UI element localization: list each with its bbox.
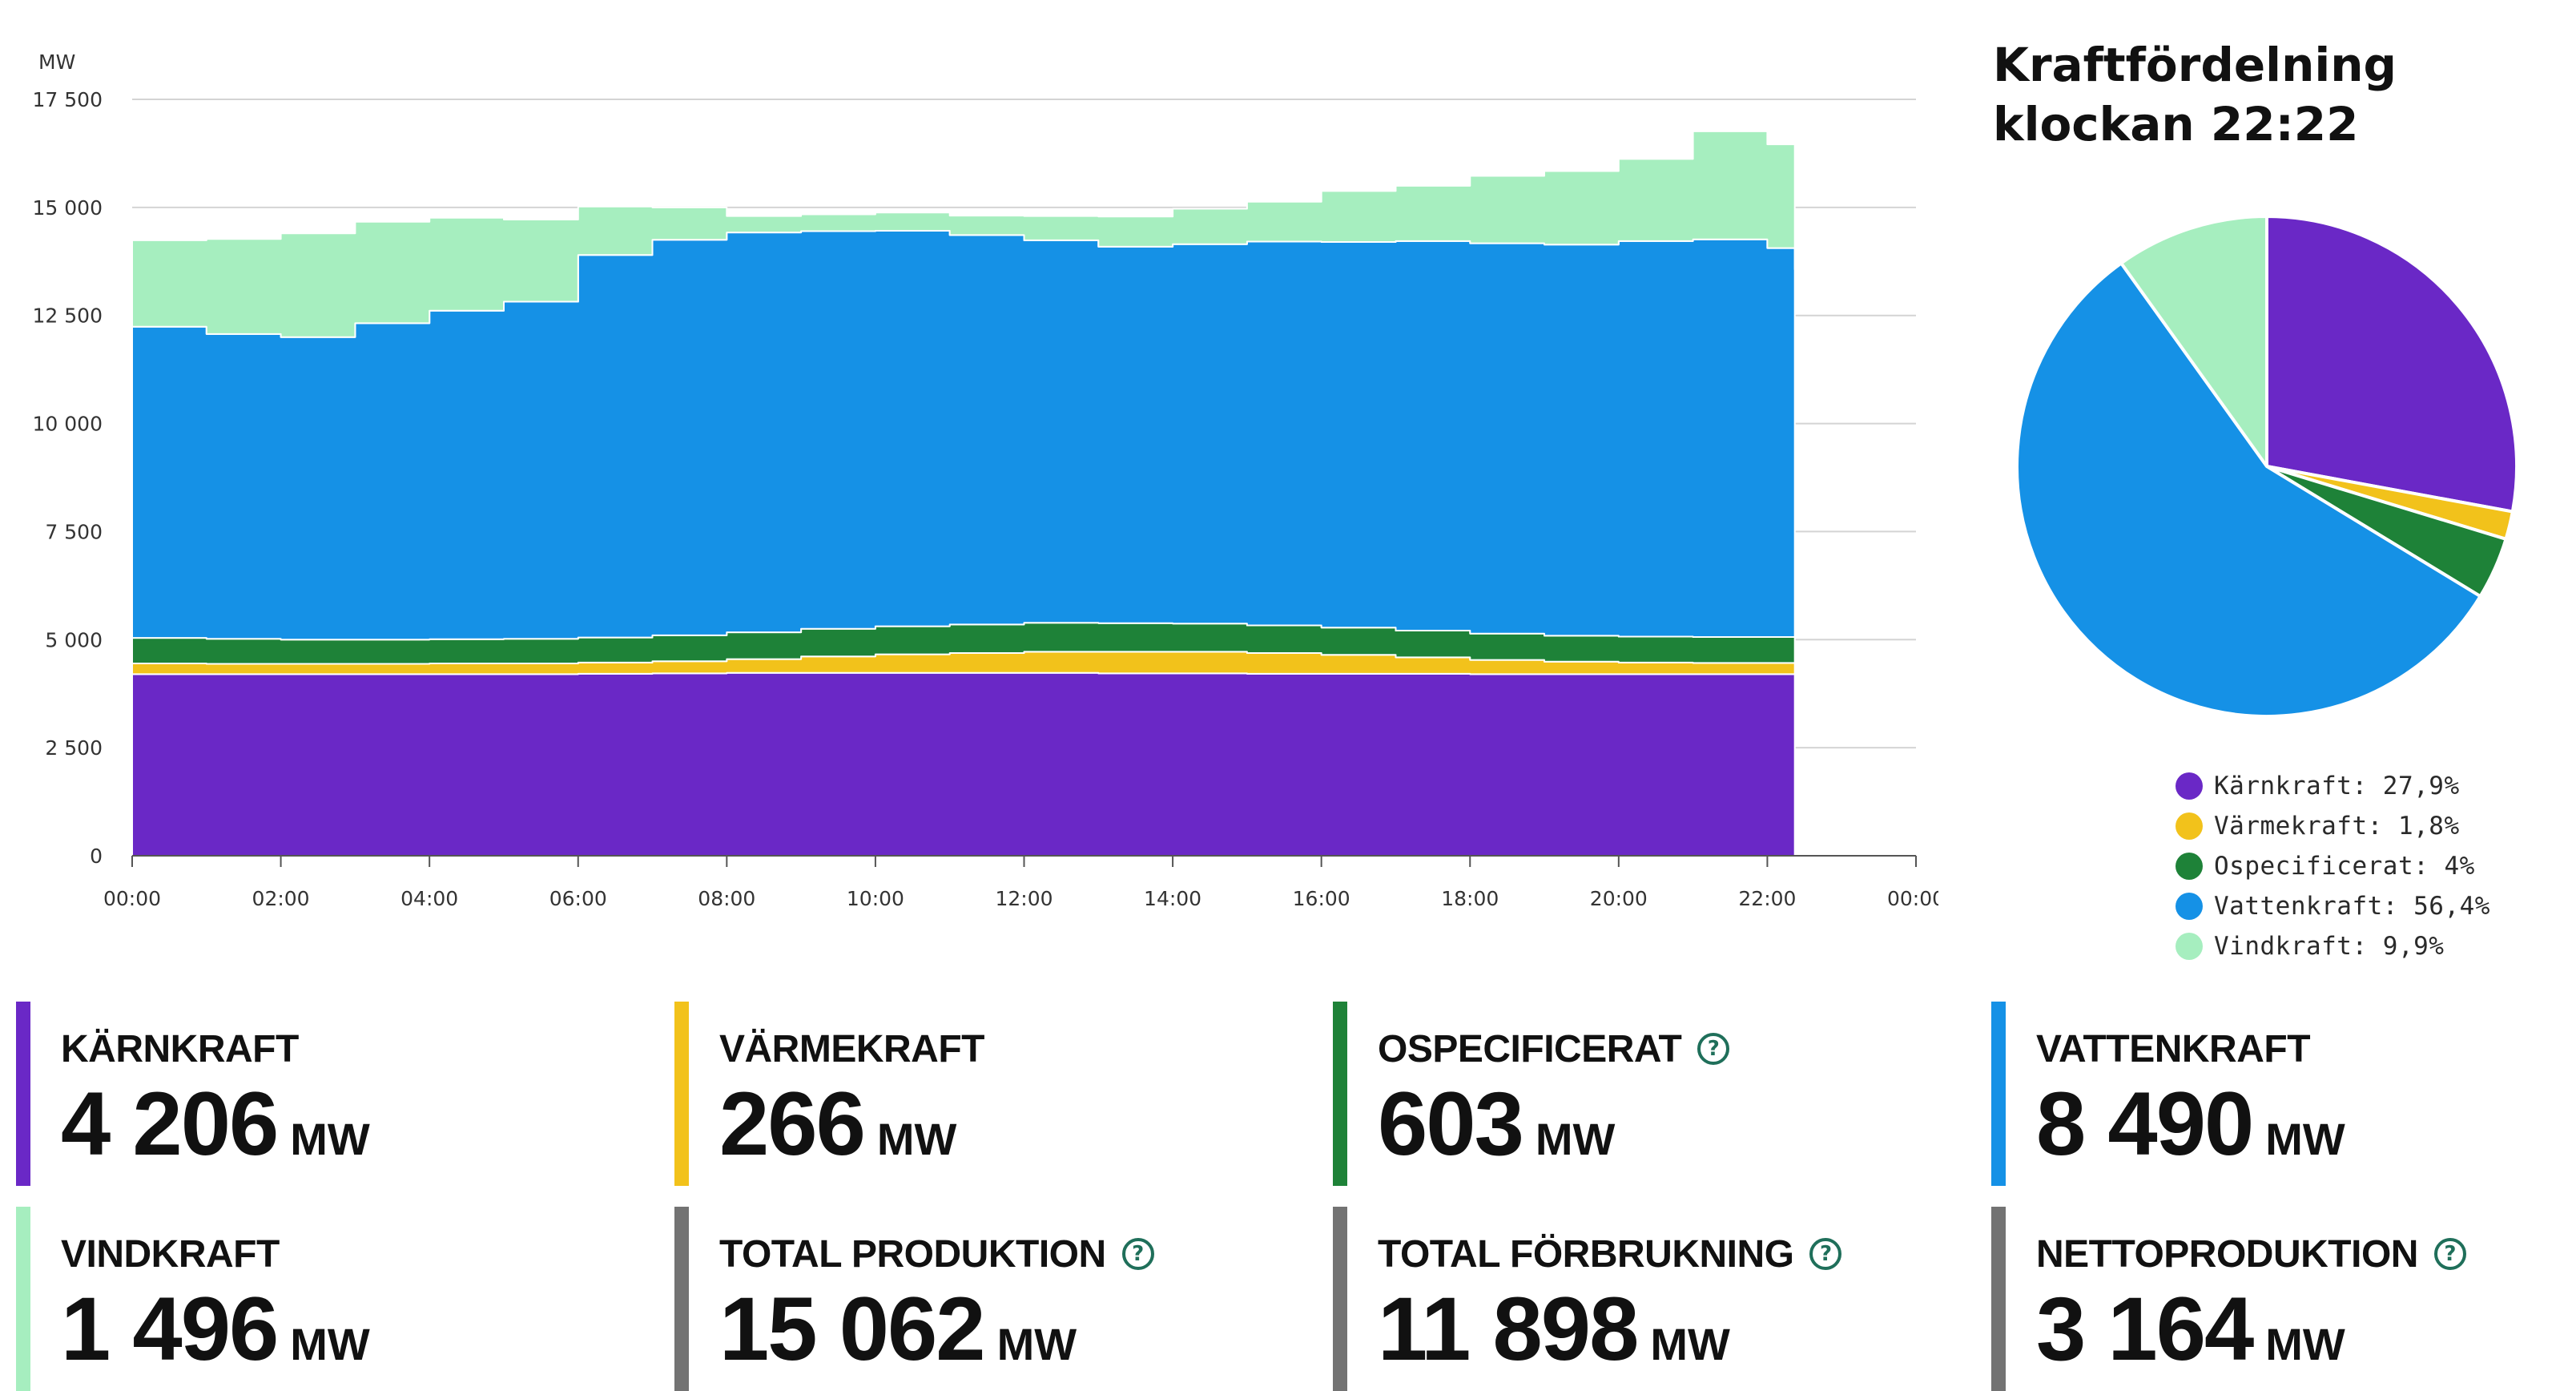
stat-value: 603: [1378, 1074, 1524, 1174]
stat-unit: MW: [290, 1114, 370, 1164]
stat-card-varmekraft: VÄRMEKRAFT 266 MW: [674, 1002, 1187, 1186]
stat-color-bar: [1991, 1207, 2006, 1391]
x-tick-label: 04:00: [400, 887, 458, 910]
stat-value: 8 490: [2036, 1074, 2254, 1174]
legend-item-karnkraft: Kärnkraft: 27,9%: [2176, 766, 2490, 806]
stat-unit: MW: [1650, 1319, 1730, 1369]
pie-slice-krnkraft: [2265, 215, 2518, 514]
legend-label: Ospecificerat: 4%: [2214, 852, 2475, 881]
stat-unit: MW: [1535, 1114, 1616, 1164]
stat-label: VINDKRAFT: [61, 1232, 280, 1276]
stat-color-bar: [674, 1002, 689, 1186]
stat-card-nettoproduktion: NETTOPRODUKTION? 3 164 MW: [1991, 1207, 2504, 1391]
x-tick-label: 18:00: [1441, 887, 1499, 910]
x-tick-label: 20:00: [1590, 887, 1648, 910]
pie-title-line-1: Kraftfördelning: [1993, 38, 2397, 92]
x-tick-label: 12:00: [995, 887, 1053, 910]
legend-label: Kärnkraft: 27,9%: [2214, 772, 2460, 800]
stat-unit: MW: [2265, 1319, 2345, 1369]
legend-item-vattenkraft: Vattenkraft: 56,4%: [2176, 886, 2490, 926]
stat-label: KÄRNKRAFT: [61, 1027, 299, 1070]
x-tick-label: 16:00: [1293, 887, 1350, 910]
stat-card-ospecificerat: OSPECIFICERAT? 603 MW: [1333, 1002, 1845, 1186]
y-tick-label: 5 000: [45, 628, 103, 651]
chart-axes: 0 2 500 5 000 7 500 10 000 12 500 15 000 17 500…: [33, 88, 1938, 910]
stat-color-bar: [16, 1002, 30, 1186]
x-tick-label: 14:00: [1144, 887, 1201, 910]
stat-unit: MW: [290, 1319, 370, 1369]
legend-item-varmekraft: Värmekraft: 1,8%: [2176, 806, 2490, 846]
x-tick-label: 06:00: [549, 887, 607, 910]
legend-swatch: [2176, 812, 2203, 840]
y-tick-label: 12 500: [33, 304, 103, 328]
area-series-krnkraft: [131, 671, 1796, 857]
y-tick-label: 2 500: [45, 736, 103, 760]
question-circle-icon[interactable]: ?: [1697, 1033, 1730, 1065]
question-circle-icon[interactable]: ?: [2433, 1238, 2466, 1270]
power-distribution-pie-chart: [2015, 215, 2518, 717]
x-tick-label: 00:00: [103, 887, 161, 910]
stat-card-vindkraft: VINDKRAFT 1 496 MW: [16, 1207, 529, 1391]
stat-color-bar: [1333, 1002, 1347, 1186]
legend-label: Vindkraft: 9,9%: [2214, 932, 2445, 961]
stat-label: NETTOPRODUKTION: [2036, 1232, 2418, 1276]
question-circle-icon[interactable]: ?: [1809, 1238, 1842, 1270]
stat-value: 3 164: [2036, 1279, 2254, 1379]
pie-legend: Kärnkraft: 27,9% Värmekraft: 1,8% Ospeci…: [2176, 766, 2490, 966]
stat-card-vattenkraft: VATTENKRAFT 8 490 MW: [1991, 1002, 2504, 1186]
legend-label: Värmekraft: 1,8%: [2214, 812, 2460, 841]
stat-label: OSPECIFICERAT: [1378, 1027, 1682, 1070]
pie-slice-vattenkraft: [2015, 261, 2482, 717]
x-tick-label: 08:00: [698, 887, 755, 910]
legend-swatch: [2176, 853, 2203, 880]
stat-label: TOTAL FÖRBRUKNING: [1378, 1232, 1794, 1276]
stat-value: 1 496: [61, 1279, 279, 1379]
stat-value: 11 898: [1378, 1279, 1639, 1379]
stat-unit: MW: [2265, 1114, 2345, 1164]
stat-card-karnkraft: KÄRNKRAFT 4 206 MW: [16, 1002, 529, 1186]
pie-title-line-2: klockan 22:22: [1993, 97, 2359, 151]
pie-chart-title: Kraftfördelning klockan 22:22: [1993, 35, 2554, 154]
y-tick-label: 15 000: [33, 196, 103, 220]
legend-swatch: [2176, 933, 2203, 960]
stat-card-total-forbrukning: TOTAL FÖRBRUKNING? 11 898 MW: [1333, 1207, 1845, 1391]
stat-value: 4 206: [61, 1074, 279, 1174]
legend-item-ospecificerat: Ospecificerat: 4%: [2176, 846, 2490, 886]
stat-color-bar: [1991, 1002, 2006, 1186]
stat-value: 266: [719, 1074, 866, 1174]
stat-value: 15 062: [719, 1279, 986, 1379]
stat-label: VATTENKRAFT: [2036, 1027, 2311, 1070]
area-series-vindkraft: [131, 130, 1796, 338]
y-tick-label: 0: [90, 845, 103, 868]
stat-color-bar: [1333, 1207, 1347, 1391]
stat-label: TOTAL PRODUKTION: [719, 1232, 1106, 1276]
x-tick-label: 22:00: [1738, 887, 1796, 910]
production-area-chart: 0 2 500 5 000 7 500 10 000 12 500 15 000 17 500…: [33, 50, 1938, 910]
y-axis-unit-label: MW: [38, 50, 75, 74]
stat-color-bar: [16, 1207, 30, 1391]
chart-areas: [131, 130, 1796, 857]
y-tick-label: 17 500: [33, 88, 103, 111]
stat-color-bar: [674, 1207, 689, 1391]
legend-swatch: [2176, 772, 2203, 800]
y-tick-label: 7 500: [45, 520, 103, 543]
stat-unit: MW: [996, 1319, 1077, 1369]
legend-swatch: [2176, 893, 2203, 920]
legend-item-vindkraft: Vindkraft: 9,9%: [2176, 926, 2490, 966]
x-tick-label: 10:00: [847, 887, 904, 910]
x-tick-label: 00:00: [1887, 887, 1938, 910]
question-circle-icon[interactable]: ?: [1121, 1238, 1154, 1270]
stat-unit: MW: [876, 1114, 957, 1164]
stat-card-total-produktion: TOTAL PRODUKTION? 15 062 MW: [674, 1207, 1187, 1391]
y-tick-label: 10 000: [33, 413, 103, 436]
stat-label: VÄRMEKRAFT: [719, 1027, 984, 1070]
legend-label: Vattenkraft: 56,4%: [2214, 892, 2490, 921]
x-tick-label: 02:00: [252, 887, 310, 910]
pie-slice-vindkraft: [2119, 215, 2268, 468]
